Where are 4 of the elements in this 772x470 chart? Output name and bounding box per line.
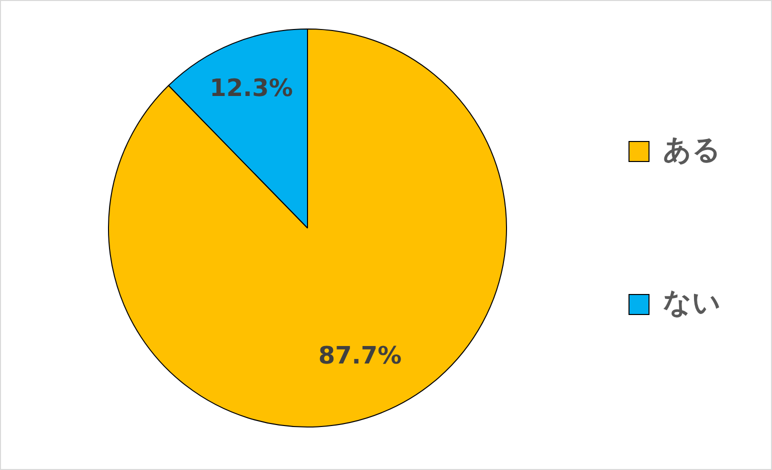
data-label: 12.3% — [210, 74, 293, 102]
data-label: 87.7% — [318, 341, 402, 370]
legend-label: ない — [663, 286, 721, 319]
legend-label: ある — [663, 132, 721, 166]
